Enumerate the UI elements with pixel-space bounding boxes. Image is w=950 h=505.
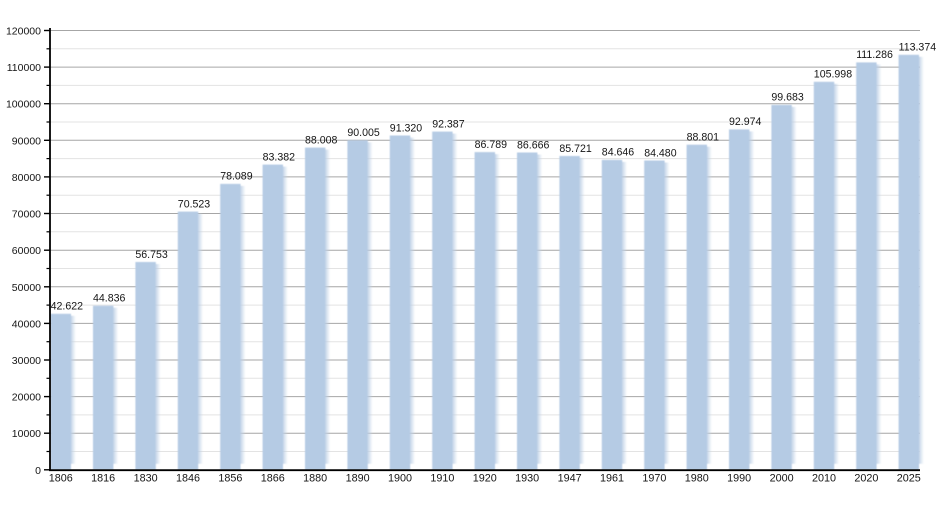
svg-text:1930: 1930 bbox=[515, 473, 539, 485]
svg-text:84.646: 84.646 bbox=[602, 147, 635, 159]
svg-text:50000: 50000 bbox=[12, 282, 41, 294]
svg-text:1846: 1846 bbox=[176, 473, 200, 485]
svg-text:92.387: 92.387 bbox=[432, 118, 465, 130]
svg-text:1970: 1970 bbox=[642, 473, 666, 485]
svg-text:1830: 1830 bbox=[134, 473, 158, 485]
svg-text:44.836: 44.836 bbox=[93, 293, 126, 305]
svg-text:105.998: 105.998 bbox=[814, 69, 852, 81]
svg-text:1816: 1816 bbox=[91, 473, 115, 485]
svg-text:91.320: 91.320 bbox=[390, 122, 423, 134]
svg-text:30000: 30000 bbox=[12, 355, 41, 367]
svg-text:100000: 100000 bbox=[6, 99, 41, 111]
svg-text:20000: 20000 bbox=[12, 392, 41, 404]
svg-text:60000: 60000 bbox=[12, 245, 41, 257]
svg-text:1900: 1900 bbox=[388, 473, 412, 485]
svg-text:2010: 2010 bbox=[812, 473, 836, 485]
svg-text:2000: 2000 bbox=[770, 473, 794, 485]
svg-text:120000: 120000 bbox=[6, 26, 41, 38]
svg-text:40000: 40000 bbox=[12, 318, 41, 330]
svg-text:1947: 1947 bbox=[558, 473, 582, 485]
svg-text:42.622: 42.622 bbox=[51, 301, 84, 313]
svg-text:110000: 110000 bbox=[7, 62, 41, 74]
svg-text:92.974: 92.974 bbox=[729, 116, 762, 128]
svg-text:70.523: 70.523 bbox=[178, 198, 211, 210]
svg-text:56.753: 56.753 bbox=[135, 249, 168, 261]
svg-text:1856: 1856 bbox=[218, 473, 242, 485]
svg-text:83.382: 83.382 bbox=[263, 151, 296, 163]
svg-text:2025: 2025 bbox=[897, 473, 921, 485]
svg-text:1920: 1920 bbox=[473, 473, 497, 485]
svg-text:1880: 1880 bbox=[303, 473, 327, 485]
svg-text:1980: 1980 bbox=[685, 473, 709, 485]
svg-text:113.374: 113.374 bbox=[899, 42, 937, 54]
svg-text:111.286: 111.286 bbox=[856, 49, 893, 61]
svg-text:0: 0 bbox=[35, 465, 41, 477]
svg-text:2020: 2020 bbox=[854, 473, 878, 485]
svg-text:70000: 70000 bbox=[12, 209, 41, 221]
svg-text:88.008: 88.008 bbox=[305, 134, 338, 146]
svg-text:85.721: 85.721 bbox=[559, 143, 592, 155]
svg-text:1806: 1806 bbox=[49, 473, 73, 485]
svg-text:1990: 1990 bbox=[727, 473, 751, 485]
svg-text:84.480: 84.480 bbox=[644, 147, 677, 159]
svg-text:10000: 10000 bbox=[12, 428, 41, 440]
svg-text:1890: 1890 bbox=[346, 473, 370, 485]
svg-text:90000: 90000 bbox=[12, 135, 41, 147]
svg-text:1910: 1910 bbox=[430, 473, 454, 485]
svg-text:1961: 1961 bbox=[600, 473, 624, 485]
svg-text:80000: 80000 bbox=[12, 172, 41, 184]
svg-text:1866: 1866 bbox=[261, 473, 285, 485]
svg-text:86.666: 86.666 bbox=[517, 139, 550, 151]
svg-text:99.683: 99.683 bbox=[771, 92, 804, 104]
svg-text:90.005: 90.005 bbox=[347, 127, 380, 139]
svg-text:78.089: 78.089 bbox=[220, 171, 253, 183]
svg-text:86.789: 86.789 bbox=[475, 139, 508, 151]
svg-text:88.801: 88.801 bbox=[687, 132, 720, 144]
